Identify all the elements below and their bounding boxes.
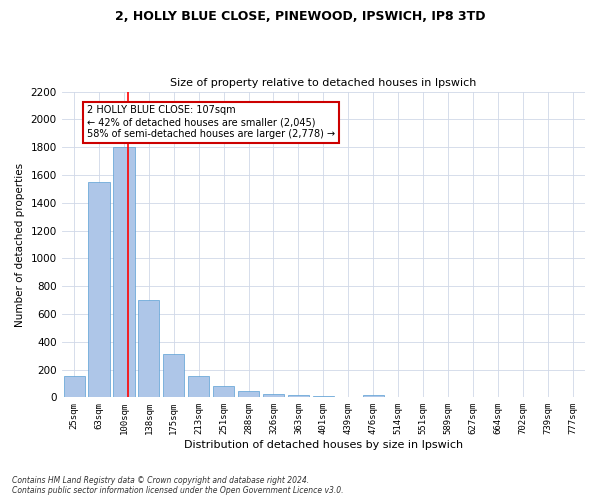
Bar: [238, 392, 259, 398]
Bar: [313, 396, 334, 398]
Title: Size of property relative to detached houses in Ipswich: Size of property relative to detached ho…: [170, 78, 476, 88]
Bar: [113, 147, 134, 398]
Bar: [263, 394, 284, 398]
Bar: [188, 376, 209, 398]
Text: Contains HM Land Registry data © Crown copyright and database right 2024.
Contai: Contains HM Land Registry data © Crown c…: [12, 476, 343, 495]
Bar: [362, 395, 384, 398]
Y-axis label: Number of detached properties: Number of detached properties: [15, 162, 25, 326]
Bar: [163, 354, 184, 398]
Bar: [88, 182, 110, 398]
Text: 2, HOLLY BLUE CLOSE, PINEWOOD, IPSWICH, IP8 3TD: 2, HOLLY BLUE CLOSE, PINEWOOD, IPSWICH, …: [115, 10, 485, 23]
Text: 2 HOLLY BLUE CLOSE: 107sqm
← 42% of detached houses are smaller (2,045)
58% of s: 2 HOLLY BLUE CLOSE: 107sqm ← 42% of deta…: [86, 106, 335, 138]
Bar: [138, 300, 160, 398]
Bar: [288, 394, 309, 398]
Bar: [64, 376, 85, 398]
X-axis label: Distribution of detached houses by size in Ipswich: Distribution of detached houses by size …: [184, 440, 463, 450]
Bar: [338, 396, 359, 398]
Bar: [213, 386, 234, 398]
